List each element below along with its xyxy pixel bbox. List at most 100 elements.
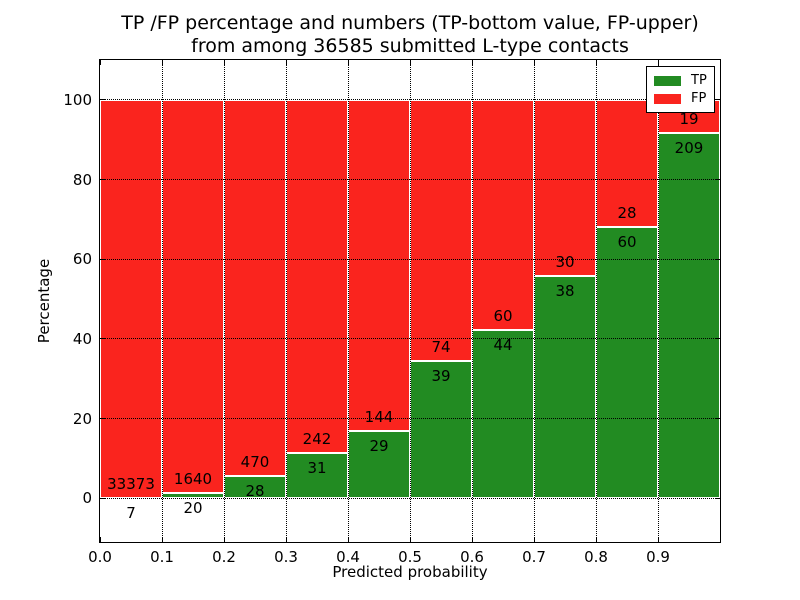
x-tick-top xyxy=(99,60,101,65)
y-tick-label: 100 xyxy=(63,90,92,109)
bar-fp-segment xyxy=(286,99,348,453)
x-tick-top xyxy=(533,60,535,65)
bar-tp-segment xyxy=(410,360,472,499)
x-tick-bottom xyxy=(471,537,473,542)
x-tick-top xyxy=(471,60,473,65)
x-tick-top xyxy=(409,60,411,65)
x-tick-label: 0.1 xyxy=(150,548,174,566)
x-tick-top xyxy=(719,60,721,65)
y-tick-left xyxy=(100,418,105,419)
gridline-x xyxy=(285,60,287,542)
y-tick-left xyxy=(100,497,105,499)
x-tick-bottom xyxy=(347,537,349,542)
y-tick-left xyxy=(100,99,105,101)
y-tick-right xyxy=(715,418,720,419)
fp-count-label: 1640 xyxy=(173,470,213,489)
x-tick-bottom xyxy=(161,537,163,542)
y-tick-right xyxy=(715,258,720,260)
tp-count-label: 44 xyxy=(493,335,513,354)
tp-count-label: 209 xyxy=(674,139,704,158)
y-tick-left xyxy=(100,258,105,260)
legend-label-fp: FP xyxy=(691,91,707,106)
x-tick-bottom xyxy=(657,537,659,542)
x-tick-label: 0.3 xyxy=(274,548,298,566)
fp-count-label: 30 xyxy=(555,252,575,271)
gridline-x xyxy=(595,60,597,542)
y-tick-left xyxy=(100,338,105,340)
bar-tp-segment xyxy=(658,133,720,499)
x-tick-top xyxy=(657,60,659,65)
y-tick-label: 0 xyxy=(82,489,92,508)
fp-count-label: 28 xyxy=(617,203,637,222)
fp-count-label: 470 xyxy=(240,452,270,471)
x-tick-top xyxy=(161,60,163,65)
gridline-x xyxy=(657,60,659,542)
fp-count-label: 60 xyxy=(493,306,513,325)
gridline-x xyxy=(347,60,349,542)
tp-count-label: 28 xyxy=(245,481,265,500)
x-tick-bottom xyxy=(223,537,225,542)
x-tick-bottom xyxy=(285,537,287,542)
gridline-x xyxy=(471,60,473,542)
fp-count-label: 242 xyxy=(302,429,332,448)
y-tick-right xyxy=(715,338,720,340)
tp-count-label: 7 xyxy=(126,504,136,523)
legend-label-tp: TP xyxy=(691,73,707,88)
tp-count-label: 29 xyxy=(369,437,389,456)
fp-count-label: 74 xyxy=(431,337,451,356)
x-tick-top xyxy=(347,60,349,65)
x-tick-top xyxy=(223,60,225,65)
x-tick-bottom xyxy=(595,537,597,542)
x-tick-bottom xyxy=(409,537,411,542)
y-tick-left xyxy=(100,179,105,180)
x-tick-top xyxy=(285,60,287,65)
bar-fp-segment xyxy=(162,99,224,494)
x-tick-label: 0.9 xyxy=(646,548,670,566)
tp-count-label: 31 xyxy=(307,458,327,477)
tp-count-label: 39 xyxy=(431,366,451,385)
gridline-x xyxy=(223,60,225,542)
tp-count-label: 60 xyxy=(617,232,637,251)
y-tick-label: 40 xyxy=(72,329,92,348)
legend-entry-tp: TP xyxy=(654,73,707,88)
gridline-x xyxy=(161,60,163,542)
chart-title-line1: TP /FP percentage and numbers (TP-bottom… xyxy=(121,12,699,34)
x-tick-top xyxy=(595,60,597,65)
bar-tp-segment xyxy=(596,226,658,499)
x-tick-bottom xyxy=(719,537,721,542)
legend: TP FP xyxy=(646,66,715,113)
bar-tp-segment xyxy=(534,275,596,499)
x-tick-label: 0.4 xyxy=(336,548,360,566)
x-tick-label: 0.8 xyxy=(584,548,608,566)
y-tick-right xyxy=(715,99,720,101)
bar-tp-segment xyxy=(472,329,534,499)
y-tick-label: 60 xyxy=(72,250,92,269)
bar-fp-segment xyxy=(224,99,286,476)
y-tick-right xyxy=(715,497,720,499)
y-tick-right xyxy=(715,179,720,180)
fp-count-label: 144 xyxy=(364,408,394,427)
plot-area: 33373 7 1640 20 470 28 242 31 144 29 74 39 60 44 30 38 2… xyxy=(63,59,721,566)
gridline-x xyxy=(533,60,535,542)
bar-fp-segment xyxy=(348,99,410,432)
fp-count-label: 33373 xyxy=(107,475,155,494)
bar-fp-segment xyxy=(100,99,162,499)
bar-tp-segment xyxy=(348,431,410,499)
x-axis-label: Predicted probability xyxy=(332,563,488,581)
gridline-x xyxy=(409,60,411,542)
legend-swatch-fp xyxy=(654,93,681,104)
fp-count-label: 19 xyxy=(679,110,699,129)
legend-entry-fp: FP xyxy=(654,92,706,105)
bar-fp-segment xyxy=(534,99,596,276)
x-tick-label: 0.7 xyxy=(522,548,546,566)
chart-title-line2: from among 36585 submitted L-type contac… xyxy=(191,35,629,57)
legend-swatch-tp xyxy=(654,75,681,86)
chart-title: TP /FP percentage and numbers (TP-bottom… xyxy=(90,12,730,58)
tp-count-label: 20 xyxy=(183,499,203,518)
x-tick-label: 0.6 xyxy=(460,548,484,566)
x-tick-label: 0.0 xyxy=(88,548,112,566)
x-tick-bottom xyxy=(99,537,101,542)
bar-fp-segment xyxy=(410,99,472,361)
bar-fp-segment xyxy=(472,99,534,330)
